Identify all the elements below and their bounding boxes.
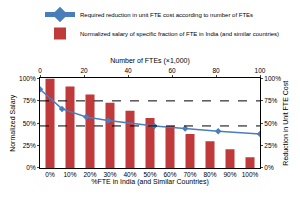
svg-text:80%: 80% xyxy=(203,171,216,178)
svg-text:20: 20 xyxy=(80,67,88,74)
svg-text:0%: 0% xyxy=(45,171,55,178)
svg-text:Number of FTEs (×1,000): Number of FTEs (×1,000) xyxy=(110,57,190,65)
svg-text:70%: 70% xyxy=(183,171,196,178)
svg-text:0: 0 xyxy=(38,67,42,74)
svg-text:10%: 10% xyxy=(63,171,76,178)
svg-text:100%: 100% xyxy=(264,75,281,82)
svg-text:100%: 100% xyxy=(19,75,36,82)
svg-text:Reduction in Unit FTE Cost: Reduction in Unit FTE Cost xyxy=(282,81,289,166)
svg-text:50%: 50% xyxy=(264,120,277,127)
svg-text:60: 60 xyxy=(168,67,176,74)
svg-text:Required reduction in unit FTE: Required reduction in unit FTE cost acco… xyxy=(80,12,253,18)
svg-text:100%: 100% xyxy=(242,171,259,178)
svg-text:80: 80 xyxy=(212,67,220,74)
svg-text:%FTE in India (and Similar Cou: %FTE in India (and Similar Countries) xyxy=(91,178,209,186)
svg-text:30%: 30% xyxy=(103,171,116,178)
svg-text:20%: 20% xyxy=(83,171,96,178)
svg-text:Normalized Salary: Normalized Salary xyxy=(9,94,17,152)
svg-text:25%: 25% xyxy=(264,142,277,149)
svg-text:Normalized salary of specific: Normalized salary of specific fraction o… xyxy=(80,31,279,37)
svg-text:75%: 75% xyxy=(23,97,36,104)
svg-text:0%: 0% xyxy=(264,164,274,171)
svg-text:90%: 90% xyxy=(223,171,236,178)
svg-text:40%: 40% xyxy=(123,171,136,178)
svg-text:40: 40 xyxy=(124,67,132,74)
svg-text:60%: 60% xyxy=(163,171,176,178)
svg-text:0%: 0% xyxy=(26,164,36,171)
svg-text:50%: 50% xyxy=(23,120,36,127)
svg-text:50%: 50% xyxy=(143,171,156,178)
svg-text:75%: 75% xyxy=(264,97,277,104)
svg-text:25%: 25% xyxy=(23,142,36,149)
svg-text:100: 100 xyxy=(255,67,266,74)
